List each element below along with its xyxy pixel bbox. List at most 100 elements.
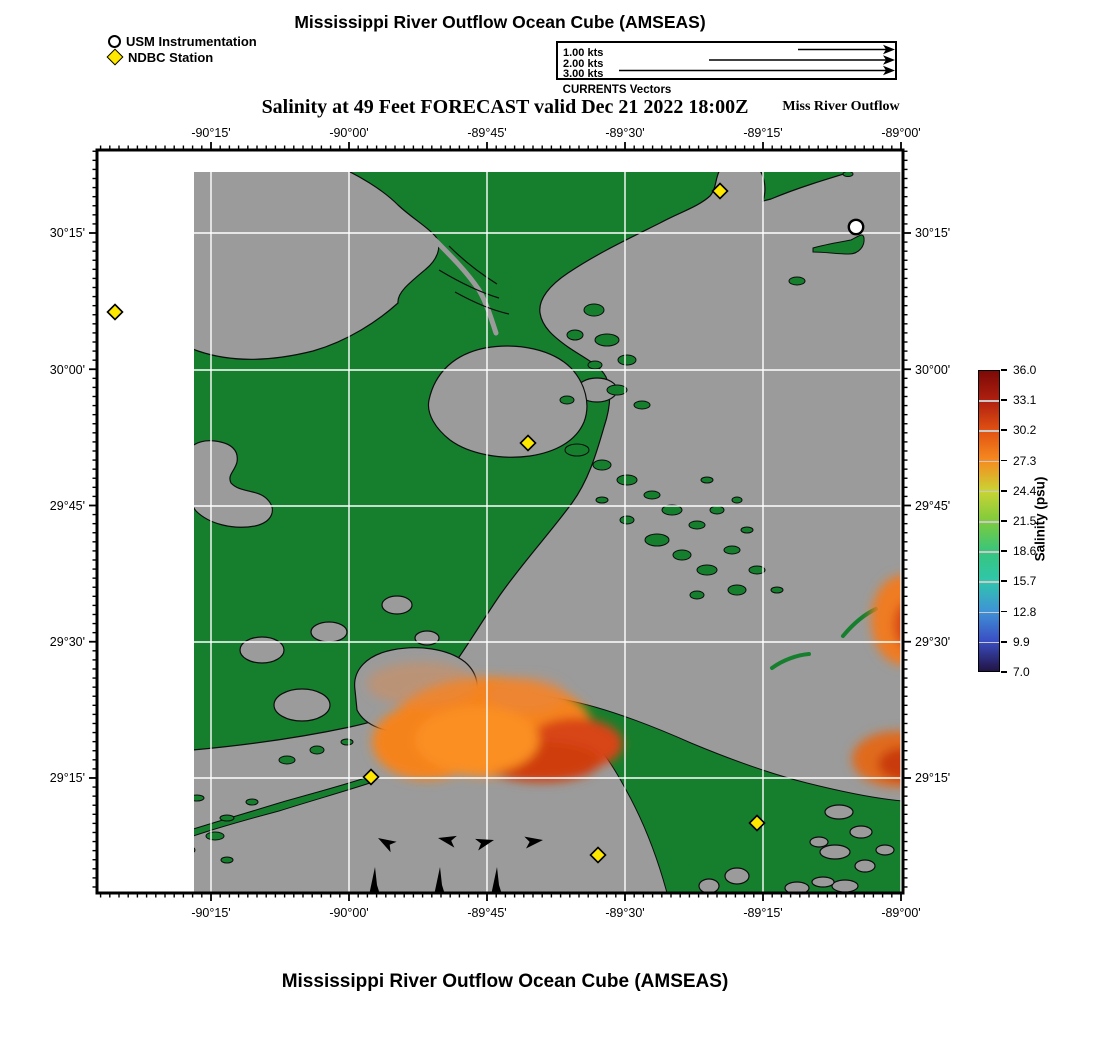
salinity-colorbar [978, 370, 1000, 672]
colorbar-tick-label: 15.7 [1013, 574, 1037, 589]
svg-text:29°45': 29°45' [915, 499, 950, 513]
svg-text:-90°00': -90°00' [329, 128, 368, 140]
colorbar-step-line [979, 551, 999, 553]
svg-text:30°15': 30°15' [915, 226, 950, 240]
colorbar-step-line [979, 521, 999, 523]
colorbar-tick [1001, 580, 1007, 583]
colorbar-tick [1001, 459, 1007, 462]
ndbc-station-marker[interactable] [362, 768, 380, 786]
svg-text:-89°15': -89°15' [743, 906, 782, 920]
colorbar-tick-label: 18.6 [1013, 544, 1037, 559]
colorbar-step-line [979, 460, 999, 463]
colorbar-tick-label: 36.0 [1013, 363, 1037, 377]
lake-pontchartrain [194, 172, 440, 360]
biloxi-marsh-islands [559, 303, 784, 600]
coastline-art [97, 172, 904, 895]
colorbar-tick [1001, 550, 1007, 552]
colorbar-tick [1001, 429, 1007, 432]
colorbar-title: Salinity (psu) [1032, 476, 1048, 562]
colorbar-tick-label: 21.5 [1013, 514, 1037, 528]
ndbc-diamond-icon [106, 48, 124, 66]
ndbc-station-marker[interactable] [711, 182, 729, 200]
usm-circle-icon [108, 34, 121, 48]
breton-marsh-inlets [698, 804, 895, 895]
usm-instrument-marker[interactable] [847, 218, 865, 236]
currents-vector-legend-box: 1.00 kts 2.00 kts 3.00 kts [556, 41, 897, 80]
pearl-river-channel [454, 291, 510, 315]
colorbar-step-line [979, 430, 999, 432]
ndbc-station-marker[interactable] [519, 434, 537, 452]
colorbar-step-line [979, 611, 999, 614]
rigolets-channel [432, 237, 499, 336]
colorbar-step-line [979, 641, 999, 644]
svg-text:-90°15': -90°15' [191, 906, 230, 920]
map-canvas[interactable]: -90°15' -90°15' -90°00' -90°00' -89°45' -89°4… [0, 128, 980, 943]
chandeleur-island [770, 652, 811, 670]
legend-label-ndbc: NDBC Station [128, 49, 214, 65]
svg-text:30°00': 30°00' [50, 363, 85, 377]
pearl-river-channel [448, 245, 498, 285]
salinity-field [367, 575, 903, 787]
colorbar-tick [1001, 369, 1007, 371]
colorbar-tick-label: 7.0 [1013, 665, 1030, 679]
svg-text:-89°30': -89°30' [605, 906, 644, 920]
colorbar-tick-label: 33.1 [1013, 393, 1037, 408]
svg-text:-89°15': -89°15' [743, 128, 782, 140]
colorbar-tick [1001, 640, 1007, 643]
legend-row-usm: USM Instrumentation [108, 33, 257, 49]
colorbar-tick [1001, 520, 1007, 522]
graticule [97, 150, 903, 893]
legend-row-ndbc: NDBC Station [106, 48, 257, 66]
colorbar-step-line [979, 490, 999, 493]
colorbar-step-line [979, 400, 999, 402]
ndbc-station-marker[interactable] [748, 814, 766, 832]
barataria-islands [194, 738, 354, 864]
svg-text:29°30': 29°30' [50, 635, 85, 649]
station-markers[interactable] [106, 182, 865, 864]
svg-text:-90°00': -90°00' [329, 906, 368, 920]
forecast-subtitle: Salinity at 49 Feet FORECAST valid Dec 2… [261, 96, 749, 118]
legend-label-usm: USM Instrumentation [126, 33, 257, 49]
footer-title: Mississippi River Outflow Ocean Cube (AM… [281, 971, 729, 992]
colorbar-tick-label: 30.2 [1013, 423, 1037, 438]
pearl-river-channel [438, 269, 500, 299]
colorbar-tick [1001, 671, 1007, 673]
ndbc-station-marker[interactable] [589, 846, 607, 864]
svg-text:-90°15': -90°15' [191, 128, 230, 140]
svg-text:29°30': 29°30' [915, 635, 950, 649]
colorbar-tick [1001, 399, 1007, 401]
vector-speed-label-2: 2.00 kts [563, 57, 604, 70]
coastal-islet [842, 172, 854, 177]
svg-text:-89°30': -89°30' [605, 128, 644, 140]
region-label: Miss River Outflow [782, 99, 900, 114]
svg-text:29°15': 29°15' [50, 771, 85, 785]
current-vector-arrows [369, 835, 543, 893]
svg-text:29°15': 29°15' [915, 771, 950, 785]
cat-island-sliver [812, 234, 865, 255]
svg-text:-89°45': -89°45' [467, 906, 506, 920]
colorbar-tick-label: 24.4 [1013, 483, 1037, 498]
vector-scale-arrows [619, 44, 895, 76]
vector-speed-label-1: 1.00 kts [563, 47, 604, 59]
colorbar-tick-label: 27.3 [1013, 453, 1037, 468]
colorbar-tick [1001, 610, 1007, 613]
svg-text:-89°00': -89°00' [881, 128, 920, 140]
ndbc-station-marker[interactable] [106, 303, 124, 321]
vector-speed-label-3: 3.00 kts [563, 68, 604, 80]
svg-text:29°45': 29°45' [50, 499, 85, 513]
colorbar-tick [1001, 489, 1007, 492]
left-edge-inlet [97, 180, 123, 214]
colorbar-tick-label: 12.8 [1013, 604, 1037, 619]
svg-text:-89°00': -89°00' [881, 906, 920, 920]
currents-vectors-caption: CURRENTS Vectors [562, 84, 672, 96]
colorbar-tick-label: 9.9 [1013, 634, 1030, 649]
svg-text:30°15': 30°15' [50, 226, 85, 240]
lake-borgne [427, 345, 588, 458]
svg-text:-89°45': -89°45' [467, 128, 506, 140]
svg-text:30°00': 30°00' [915, 363, 950, 377]
marker-legend: USM Instrumentation NDBC Station [106, 33, 257, 66]
page-title: Mississippi River Outflow Ocean Cube (AM… [294, 12, 706, 32]
coastal-islet [788, 276, 806, 286]
colorbar-step-line [979, 581, 999, 583]
